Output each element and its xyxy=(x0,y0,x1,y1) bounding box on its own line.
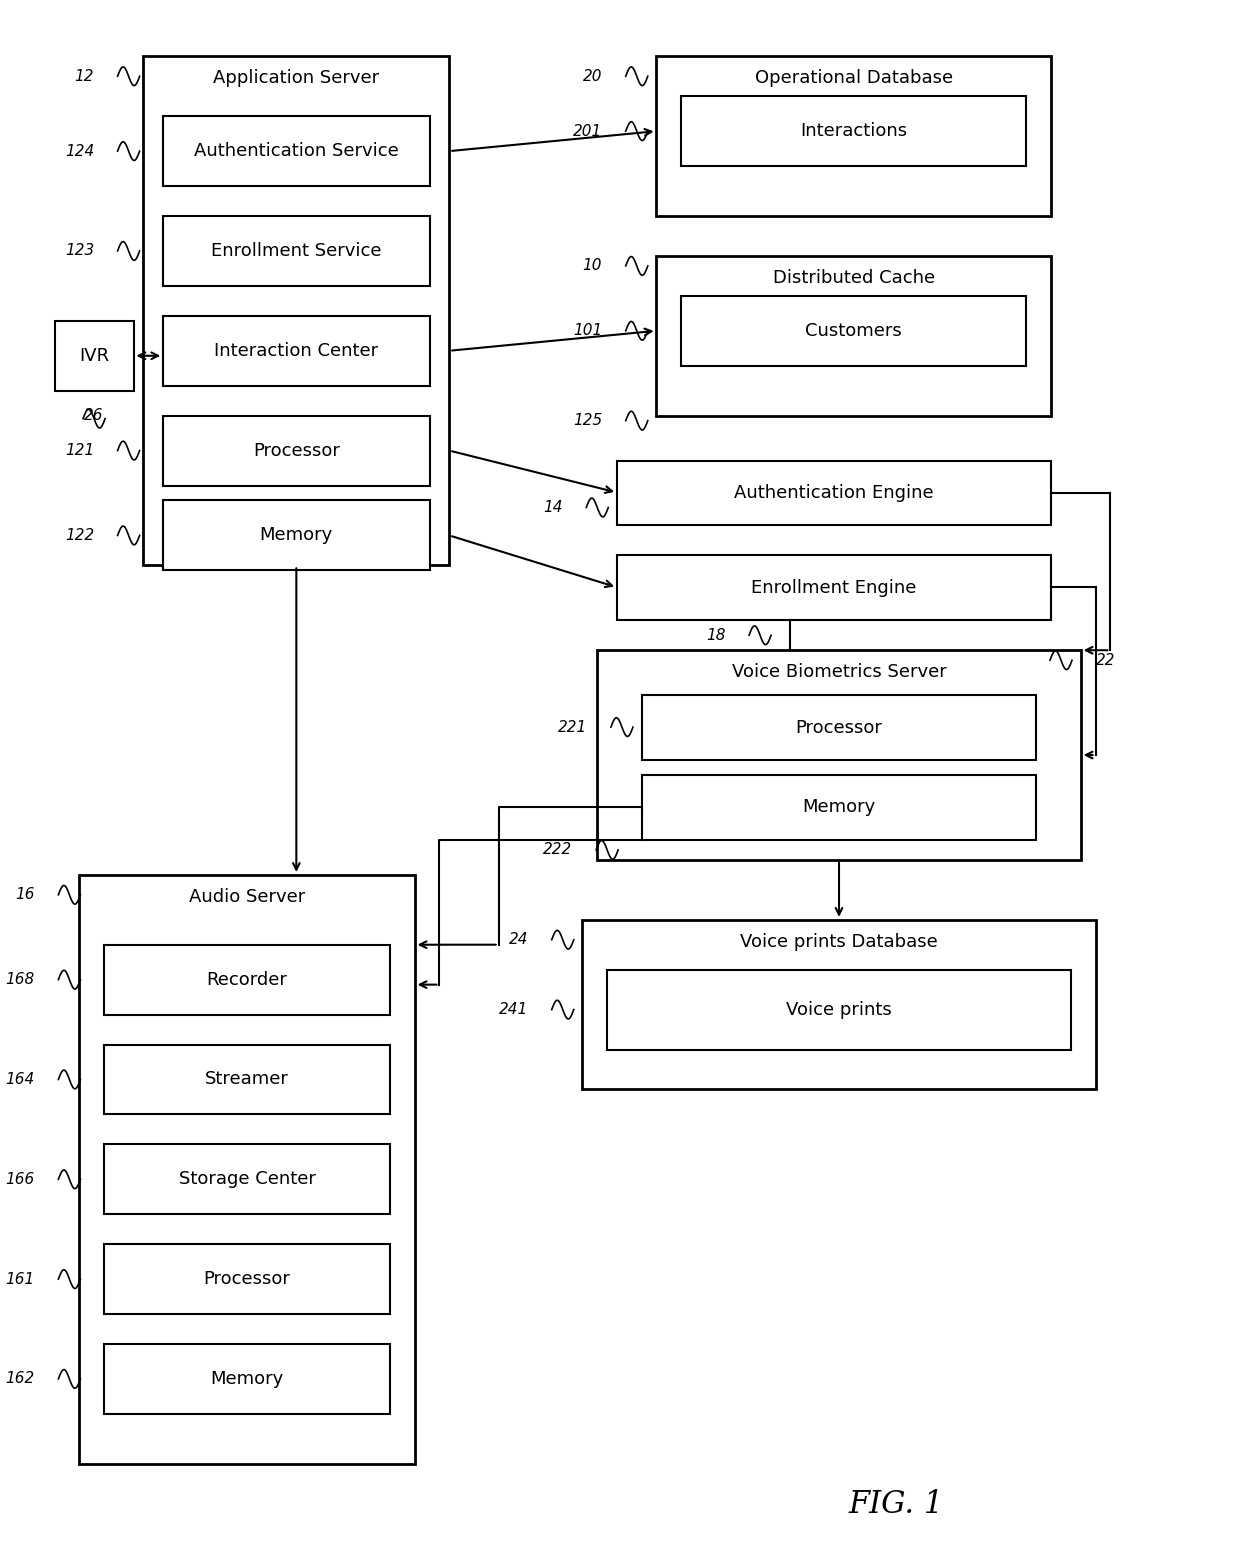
Text: 22: 22 xyxy=(1096,653,1115,667)
FancyBboxPatch shape xyxy=(656,56,1052,216)
FancyBboxPatch shape xyxy=(144,56,449,565)
Text: 221: 221 xyxy=(558,720,588,734)
FancyBboxPatch shape xyxy=(681,295,1027,366)
Text: Memory: Memory xyxy=(211,1370,284,1389)
Text: 20: 20 xyxy=(583,69,603,84)
Text: 124: 124 xyxy=(64,144,94,159)
Text: 12: 12 xyxy=(74,69,94,84)
FancyBboxPatch shape xyxy=(104,1343,391,1414)
Text: 161: 161 xyxy=(6,1271,35,1287)
Text: 166: 166 xyxy=(6,1172,35,1187)
Text: IVR: IVR xyxy=(79,347,109,366)
Text: Enrollment Engine: Enrollment Engine xyxy=(751,580,916,597)
Text: Memory: Memory xyxy=(802,798,875,817)
FancyBboxPatch shape xyxy=(104,1145,391,1214)
Text: 10: 10 xyxy=(583,258,603,273)
Text: 162: 162 xyxy=(6,1371,35,1387)
FancyBboxPatch shape xyxy=(656,256,1052,415)
FancyBboxPatch shape xyxy=(641,695,1037,761)
FancyBboxPatch shape xyxy=(164,316,429,386)
Text: Voice prints: Voice prints xyxy=(786,1001,892,1018)
Text: Storage Center: Storage Center xyxy=(179,1170,315,1189)
Text: Memory: Memory xyxy=(259,526,334,545)
Text: 26: 26 xyxy=(84,408,104,423)
Text: Processor: Processor xyxy=(203,1270,290,1289)
Text: 16: 16 xyxy=(15,887,35,903)
Text: Voice Biometrics Server: Voice Biometrics Server xyxy=(732,664,946,681)
Text: Processor: Processor xyxy=(796,719,883,737)
Text: Distributed Cache: Distributed Cache xyxy=(773,269,935,287)
Text: Authentication Service: Authentication Service xyxy=(193,142,399,161)
Text: 123: 123 xyxy=(64,244,94,258)
Text: 14: 14 xyxy=(543,500,563,515)
Text: Voice prints Database: Voice prints Database xyxy=(740,933,937,951)
Text: Customers: Customers xyxy=(806,322,903,341)
Text: Streamer: Streamer xyxy=(205,1070,289,1089)
Text: Enrollment Service: Enrollment Service xyxy=(211,242,382,259)
FancyBboxPatch shape xyxy=(79,875,414,1464)
Text: Interactions: Interactions xyxy=(800,122,908,141)
Text: Processor: Processor xyxy=(253,442,340,459)
Text: 164: 164 xyxy=(6,1072,35,1087)
Text: 122: 122 xyxy=(64,528,94,544)
Text: FIG. 1: FIG. 1 xyxy=(848,1489,944,1520)
FancyBboxPatch shape xyxy=(618,556,1052,620)
Text: 201: 201 xyxy=(573,123,603,139)
FancyBboxPatch shape xyxy=(55,320,134,390)
FancyBboxPatch shape xyxy=(104,1045,391,1114)
Text: Recorder: Recorder xyxy=(207,970,288,989)
Text: 222: 222 xyxy=(543,842,573,858)
Text: Authentication Engine: Authentication Engine xyxy=(734,484,934,501)
FancyBboxPatch shape xyxy=(164,415,429,486)
FancyBboxPatch shape xyxy=(681,97,1027,166)
Text: Operational Database: Operational Database xyxy=(755,69,952,87)
FancyBboxPatch shape xyxy=(618,461,1052,525)
Text: Audio Server: Audio Server xyxy=(188,887,305,906)
Text: 24: 24 xyxy=(508,933,528,947)
Text: Application Server: Application Server xyxy=(213,69,379,87)
Text: 121: 121 xyxy=(64,444,94,458)
FancyBboxPatch shape xyxy=(164,116,429,186)
Text: 168: 168 xyxy=(6,972,35,987)
Text: 101: 101 xyxy=(573,323,603,339)
FancyBboxPatch shape xyxy=(641,775,1037,840)
Text: Interaction Center: Interaction Center xyxy=(215,342,378,359)
FancyBboxPatch shape xyxy=(164,216,429,286)
FancyBboxPatch shape xyxy=(104,1245,391,1314)
Text: 241: 241 xyxy=(498,1003,528,1017)
Text: 125: 125 xyxy=(573,412,603,428)
FancyBboxPatch shape xyxy=(598,650,1081,859)
FancyBboxPatch shape xyxy=(104,945,391,1015)
Text: 18: 18 xyxy=(706,628,725,642)
FancyBboxPatch shape xyxy=(583,920,1096,1089)
FancyBboxPatch shape xyxy=(608,970,1071,1050)
FancyBboxPatch shape xyxy=(164,500,429,570)
